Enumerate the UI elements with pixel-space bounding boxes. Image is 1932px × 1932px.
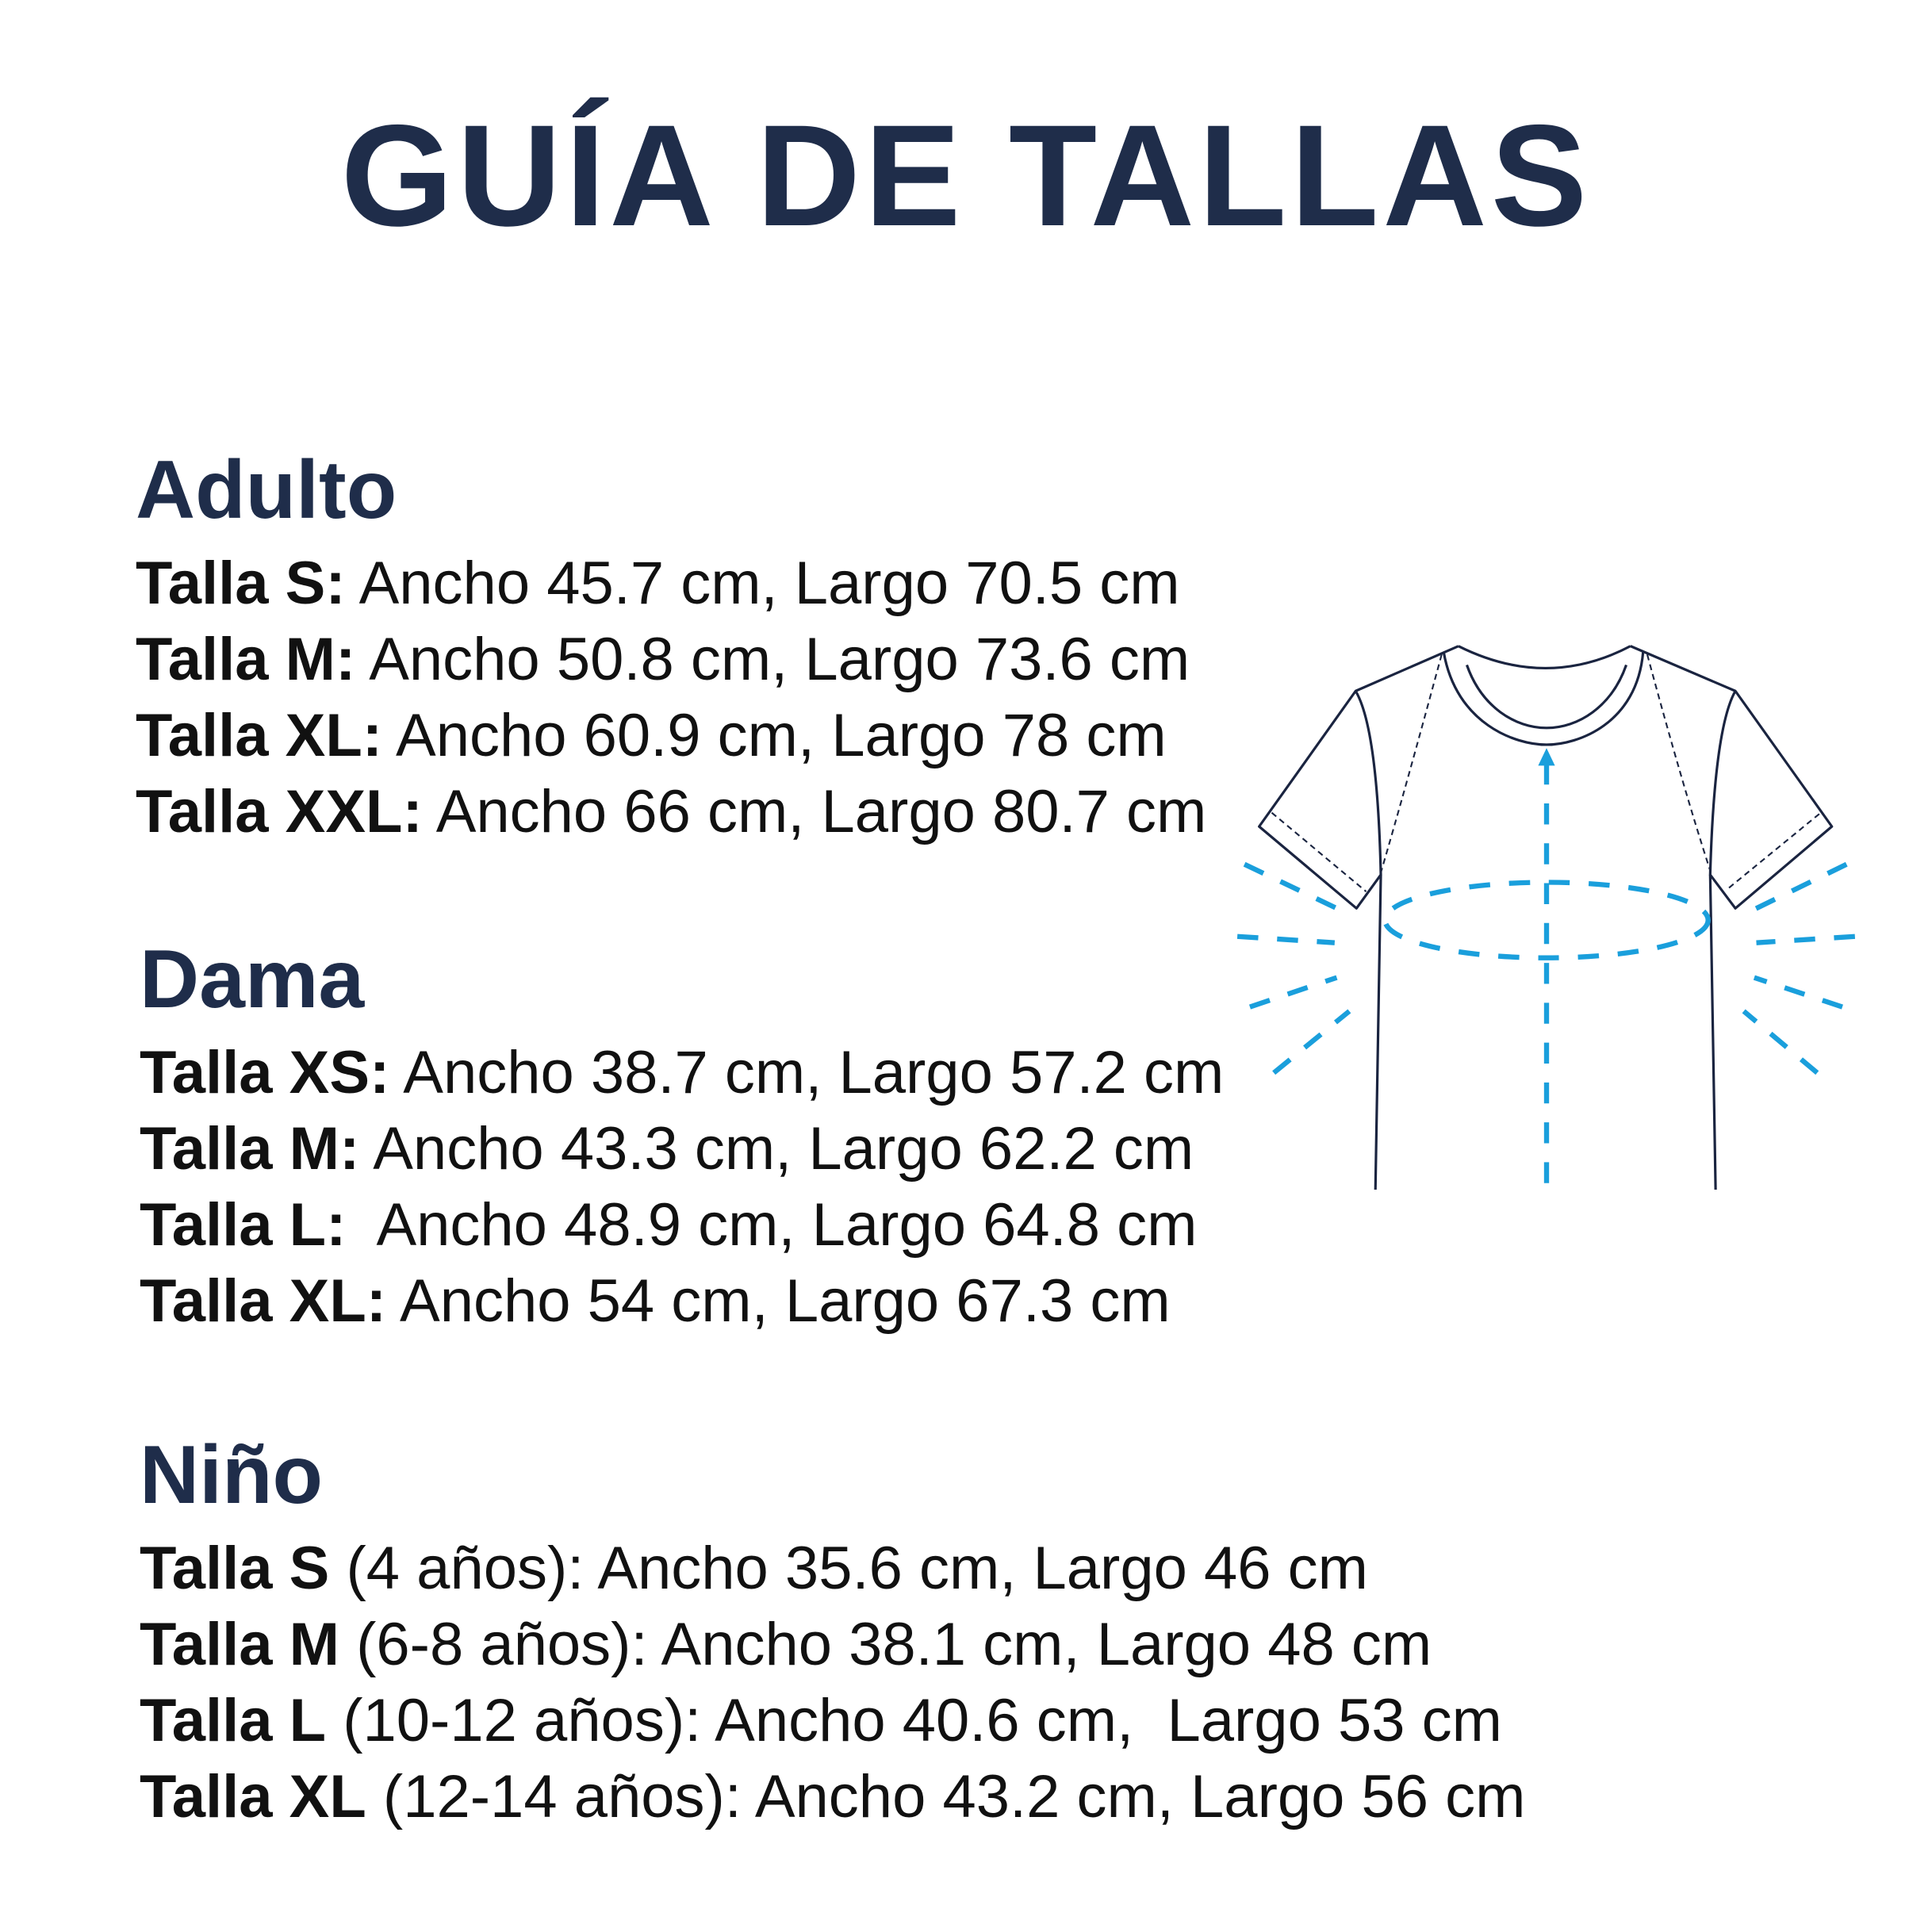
size-measurements: Ancho 48.9 cm, Largo 64.8 cm xyxy=(346,1191,1198,1259)
size-row: Talla M (6-8 años): Ancho 38.1 cm, Largo… xyxy=(140,1607,1525,1683)
arrow-up-icon xyxy=(1538,748,1555,766)
size-measurements: (10-12 años): Ancho 40.6 cm, Largo 53 cm xyxy=(326,1687,1502,1754)
page-title: GUÍA DE TALLAS xyxy=(340,94,1592,256)
size-row: Talla S (4 años): Ancho 35.6 cm, Largo 4… xyxy=(140,1531,1525,1607)
size-measurements: Ancho 45.7 cm, Largo 70.5 cm xyxy=(345,550,1180,617)
measurement-lines xyxy=(1236,763,1856,1190)
section-heading: Niño xyxy=(140,1429,324,1521)
size-row: Talla S: Ancho 45.7 cm, Largo 70.5 cm xyxy=(136,546,1206,622)
size-row: Talla XS: Ancho 38.7 cm, Largo 57.2 cm xyxy=(140,1035,1224,1111)
size-row: Talla XL (12-14 años): Ancho 43.2 cm, La… xyxy=(140,1759,1525,1835)
size-label: Talla L: xyxy=(140,1191,347,1259)
size-measurements: Ancho 60.9 cm, Largo 78 cm xyxy=(382,702,1167,769)
size-label: Talla M: xyxy=(140,1115,360,1183)
t-shirt-measurement-icon xyxy=(1236,645,1856,1190)
size-measurements: (6-8 años): Ancho 38.1 cm, Largo 48 cm xyxy=(339,1611,1432,1678)
size-label: Talla XL xyxy=(140,1763,366,1830)
section-adulto: Adulto Talla S: Ancho 45.7 cm, Largo 70.… xyxy=(136,449,1206,850)
size-row: Talla M: Ancho 43.3 cm, Largo 62.2 cm xyxy=(140,1111,1224,1187)
size-label: Talla XL: xyxy=(136,702,383,769)
size-row: Talla XL: Ancho 60.9 cm, Largo 78 cm xyxy=(136,698,1206,774)
size-measurements: Ancho 50.8 cm, Largo 73.6 cm xyxy=(355,626,1190,693)
size-label: Talla XL: xyxy=(140,1267,387,1335)
size-measurements: Ancho 66 cm, Largo 80.7 cm xyxy=(422,778,1207,845)
size-measurements: (4 años): Ancho 35.6 cm, Largo 46 cm xyxy=(329,1535,1368,1602)
size-measurements: Ancho 43.3 cm, Largo 62.2 cm xyxy=(359,1115,1194,1183)
size-row: Talla XL: Ancho 54 cm, Largo 67.3 cm xyxy=(140,1263,1224,1340)
section-nino: Niño Talla S (4 años): Ancho 35.6 cm, La… xyxy=(140,1434,1525,1835)
size-row: Talla XXL: Ancho 66 cm, Largo 80.7 cm xyxy=(136,774,1206,850)
section-heading: Adulto xyxy=(136,444,397,536)
size-label: Talla XXL: xyxy=(136,778,423,845)
size-label: Talla M xyxy=(140,1611,339,1678)
width-ellipse xyxy=(1382,880,1711,960)
size-row: Talla L (10-12 años): Ancho 40.6 cm, Lar… xyxy=(140,1683,1525,1759)
stitch-lines xyxy=(1271,654,1820,892)
size-measurements: Ancho 54 cm, Largo 67.3 cm xyxy=(386,1267,1171,1335)
size-row: Talla M: Ancho 50.8 cm, Largo 73.6 cm xyxy=(136,622,1206,698)
size-row: Talla L: Ancho 48.9 cm, Largo 64.8 cm xyxy=(140,1187,1224,1263)
t-shirt-outline xyxy=(1258,645,1834,1190)
size-label: Talla M: xyxy=(136,626,356,693)
size-label: Talla XS: xyxy=(140,1039,390,1106)
size-measurements: (12-14 años): Ancho 43.2 cm, Largo 56 cm xyxy=(366,1763,1526,1830)
arrow-heads xyxy=(1538,748,1555,766)
section-dama: Dama Talla XS: Ancho 38.7 cm, Largo 57.2… xyxy=(140,938,1224,1340)
size-label: Talla S xyxy=(140,1535,330,1602)
size-label: Talla S: xyxy=(136,550,346,617)
size-label: Talla L xyxy=(140,1687,327,1754)
section-heading: Dama xyxy=(140,933,365,1025)
size-measurements: Ancho 38.7 cm, Largo 57.2 cm xyxy=(389,1039,1225,1106)
